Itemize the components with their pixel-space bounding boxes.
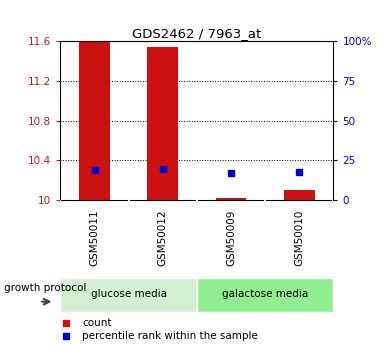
Title: GDS2462 / 7963_at: GDS2462 / 7963_at (132, 27, 262, 40)
Text: glucose media: glucose media (91, 289, 167, 299)
Bar (284, 190, 315, 200)
Text: GSM50010: GSM50010 (294, 210, 304, 266)
Text: count: count (82, 318, 112, 328)
Bar (147, 47, 178, 200)
Bar (79, 42, 110, 200)
Bar (60, 278, 197, 312)
Text: galactose media: galactose media (222, 289, 308, 299)
Bar (216, 198, 246, 200)
Text: GSM50011: GSM50011 (90, 210, 99, 266)
Text: GSM50009: GSM50009 (226, 210, 236, 266)
Text: growth protocol: growth protocol (4, 283, 86, 293)
Text: GSM50012: GSM50012 (158, 210, 168, 266)
Bar (197, 278, 333, 312)
Text: percentile rank within the sample: percentile rank within the sample (82, 331, 258, 341)
